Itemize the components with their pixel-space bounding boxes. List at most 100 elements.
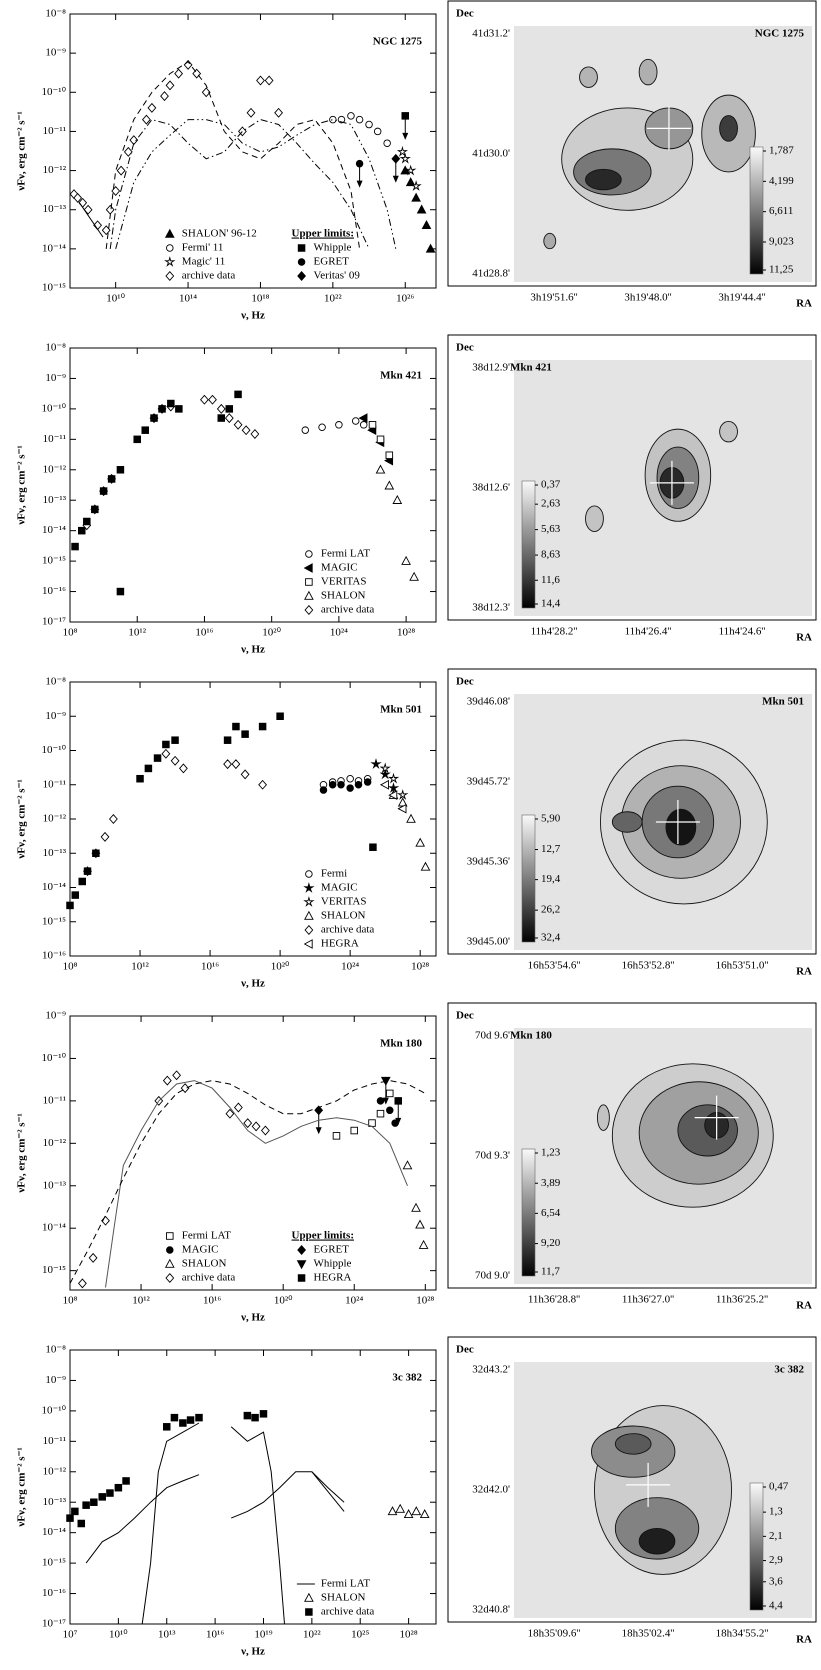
y-tick-label: 10⁻⁹	[45, 710, 66, 722]
x-tick-label: 10¹⁶	[206, 1629, 224, 1641]
legend-label: HEGRA	[321, 938, 359, 950]
marker	[77, 1278, 87, 1289]
x-axis-label: RA	[796, 632, 812, 644]
x-tick-label: 10⁷	[63, 1629, 78, 1641]
marker	[403, 1509, 414, 1519]
y-tick-label: 10⁻¹⁷	[42, 1618, 66, 1630]
upper-limit-arrowhead	[382, 1097, 389, 1105]
marker	[421, 220, 432, 230]
marker	[391, 153, 401, 164]
y-tick-label: 39d45.36'	[467, 856, 510, 868]
y-tick-label: 10⁻¹⁰	[41, 744, 66, 756]
marker	[123, 146, 133, 157]
marker	[216, 403, 226, 414]
colorbar	[521, 1148, 536, 1277]
intensity-contour	[638, 1527, 676, 1555]
y-tick-label: 10⁻¹⁰	[41, 1052, 66, 1064]
marker	[223, 759, 233, 770]
x-tick-label: 10²⁰	[274, 1295, 293, 1307]
legend-marker	[305, 1608, 313, 1616]
intensity-contour	[579, 66, 598, 88]
x-tick-label: 18h34'55.2''	[716, 1628, 769, 1640]
marker	[116, 587, 125, 596]
map-title: Mkn 421	[510, 362, 552, 374]
intensity-contour	[611, 811, 643, 833]
x-axis-label: ν, Hz	[240, 978, 265, 990]
marker	[165, 80, 175, 91]
x-tick-label: 3h19'48.0''	[624, 292, 671, 304]
marker	[276, 712, 284, 721]
legend-marker	[297, 258, 306, 266]
x-tick-label: 10²⁸	[400, 1629, 418, 1641]
y-tick-label: 10⁻⁹	[45, 1374, 66, 1386]
legend-marker	[297, 1245, 307, 1255]
y-tick-label: 10⁻¹¹	[43, 778, 66, 790]
marker	[425, 243, 436, 253]
marker	[318, 423, 326, 431]
marker	[100, 831, 110, 842]
legend-label: SHALON	[321, 910, 366, 922]
colorbar-tick-label: 9,20	[541, 1237, 561, 1249]
legend-marker	[297, 271, 307, 281]
marker	[114, 1483, 123, 1492]
y-tick-label: 10⁻¹³	[43, 494, 67, 506]
marker	[379, 768, 391, 780]
marker	[256, 75, 265, 86]
marker	[116, 466, 125, 474]
legend-marker	[166, 1232, 174, 1240]
marker	[71, 1507, 79, 1516]
x-tick-label: 10²⁸	[411, 961, 429, 973]
model-line	[85, 1474, 200, 1564]
y-tick-label: 10⁻⁸	[45, 1344, 66, 1356]
x-tick-label: 10⁸	[63, 627, 78, 639]
legend-label: Fermi' 11	[182, 242, 224, 254]
y-tick-label: 41d28.8'	[472, 268, 510, 280]
y-tick-label: 10⁻¹⁵	[42, 915, 66, 927]
marker	[405, 177, 416, 187]
marker	[136, 774, 144, 783]
marker	[179, 1419, 187, 1427]
legend-note: Upper limits:	[292, 228, 354, 240]
marker	[71, 891, 80, 899]
colorbar-tick-label: 3,89	[541, 1177, 561, 1189]
marker	[77, 1519, 86, 1528]
marker	[83, 204, 93, 215]
x-tick-label: 10²²	[324, 293, 342, 305]
marker	[347, 112, 355, 120]
marker	[171, 736, 179, 744]
colorbar-tick-label: 0,47	[769, 1481, 789, 1493]
marker	[77, 526, 86, 535]
y-tick-label: 10⁻¹¹	[43, 1435, 66, 1447]
marker	[231, 759, 241, 770]
legend-marker	[166, 1246, 174, 1254]
legend-label: archive data	[321, 1606, 375, 1618]
marker	[158, 405, 166, 413]
legend-marker	[296, 1260, 307, 1270]
marker	[387, 772, 400, 784]
y-tick-label: 41d30.0'	[472, 148, 510, 160]
x-tick-label: 10²⁸	[397, 627, 415, 639]
marker	[319, 786, 328, 794]
y-tick-label: 10⁻¹⁴	[42, 881, 66, 893]
marker	[162, 740, 170, 749]
marker	[99, 487, 108, 495]
marker	[328, 781, 337, 789]
marker	[225, 1108, 235, 1119]
marker	[416, 204, 427, 214]
y-tick-label: 38d12.3'	[472, 602, 510, 614]
y-tick-label: 10⁻¹⁰	[41, 402, 66, 414]
x-tick-label: 3h19'44.4''	[718, 292, 765, 304]
chart-title: 3c 382	[392, 1372, 422, 1384]
colorbar-tick-label: 2,1	[769, 1530, 783, 1542]
legend-marker	[166, 244, 174, 252]
x-axis-label: ν, Hz	[240, 310, 265, 322]
legend-label: EGRET	[314, 256, 350, 268]
x-tick-label: 10²⁵	[351, 1629, 369, 1641]
marker	[224, 413, 234, 424]
x-axis-label: ν, Hz	[240, 1646, 265, 1658]
legend-label: SHALON	[321, 1592, 366, 1604]
intensity-contour	[596, 1104, 610, 1131]
marker	[161, 748, 171, 759]
marker	[411, 1506, 422, 1516]
